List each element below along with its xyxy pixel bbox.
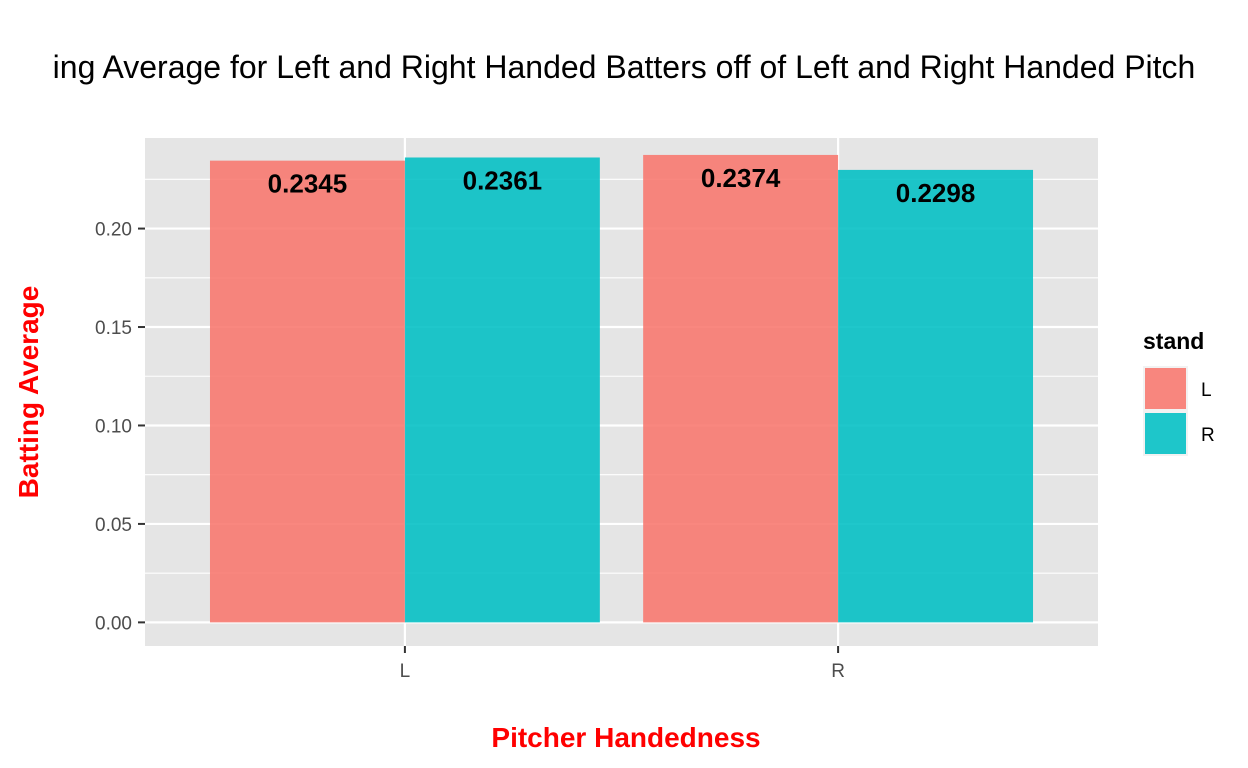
data-label-L-R: 0.2361	[463, 165, 543, 195]
y-tick-label: 0.15	[95, 318, 132, 339]
x-axis-title: Pitcher Handedness	[491, 722, 760, 753]
bar-L-R	[404, 157, 600, 623]
y-axis-title: Batting Average	[13, 286, 44, 499]
legend-swatch-R	[1145, 413, 1186, 454]
y-tick-label: 0.05	[95, 515, 132, 536]
legend-swatch-L	[1145, 368, 1186, 409]
legend-title: stand	[1143, 328, 1204, 354]
legend-label-L: L	[1201, 380, 1212, 401]
bar-L-L	[209, 160, 405, 623]
bar-R-L	[643, 154, 839, 623]
bar-data-labels: 0.2345 0.2361 0.2374 0.2298	[268, 163, 976, 208]
data-label-R-L: 0.2374	[701, 163, 781, 193]
data-label-R-R: 0.2298	[896, 178, 976, 208]
data-label-L-L: 0.2345	[268, 169, 348, 199]
y-tick-label: 0.20	[95, 220, 132, 241]
legend: stand LR	[1143, 328, 1215, 456]
legend-items: LR	[1143, 366, 1215, 456]
bar-R-R	[838, 169, 1034, 623]
x-tick-label: R	[831, 661, 845, 682]
legend-label-R: R	[1201, 425, 1215, 446]
bars	[209, 154, 1034, 623]
y-tick-label: 0.00	[95, 613, 132, 634]
y-tick-label: 0.10	[95, 416, 132, 437]
chart-title: ing Average for Left and Right Handed Ba…	[53, 49, 1196, 85]
x-tick-label: L	[400, 661, 411, 682]
y-axis: 0.00 0.05 0.10 0.15 0.20	[95, 220, 145, 634]
